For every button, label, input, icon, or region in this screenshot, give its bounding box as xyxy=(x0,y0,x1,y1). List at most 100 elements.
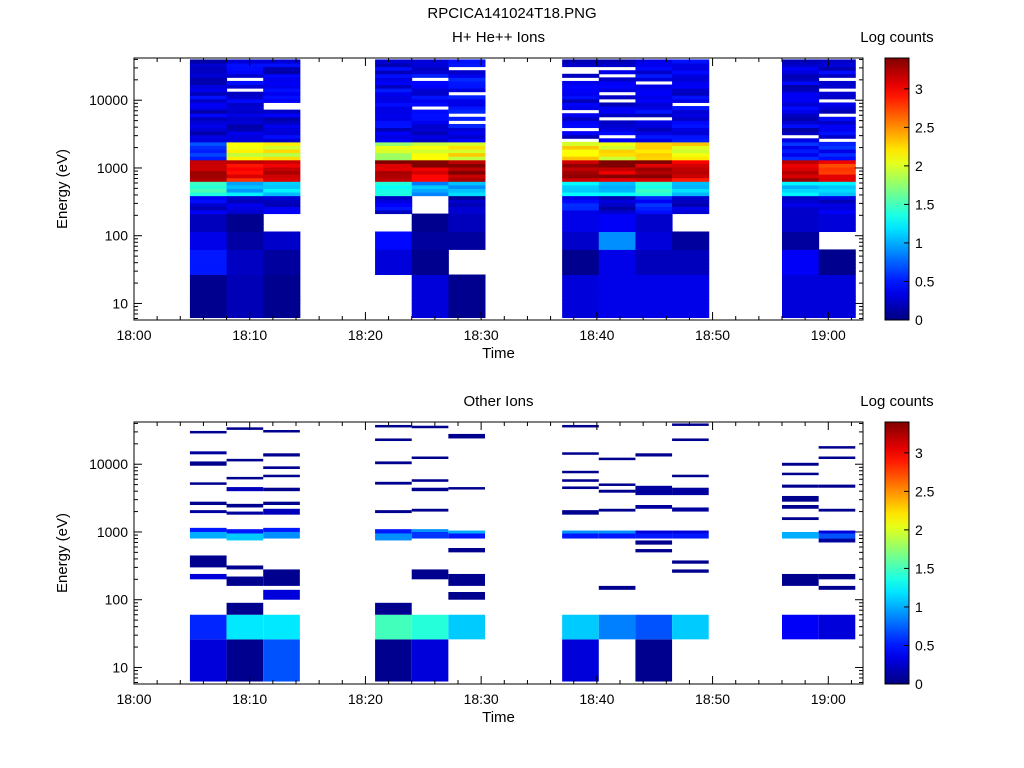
spectrogram-cell xyxy=(375,109,413,114)
spectrogram-cell xyxy=(598,292,636,297)
spectrogram-cell xyxy=(411,120,449,125)
spectrogram-cell xyxy=(375,249,413,254)
spectrogram-cell xyxy=(672,84,710,89)
colorbar-tick-label: 1 xyxy=(915,599,923,615)
spectrogram-cell xyxy=(635,533,673,539)
spectrogram-cell xyxy=(818,188,856,193)
spectrogram-cell xyxy=(598,306,636,311)
spectrogram-cell xyxy=(635,209,673,215)
spectrogram-cell xyxy=(635,98,673,103)
spectrogram-cell xyxy=(562,253,600,258)
spectrogram-cell xyxy=(226,217,264,222)
spectrogram-cell xyxy=(782,131,820,136)
spectrogram-cell xyxy=(672,303,710,308)
spectrogram-cell xyxy=(189,131,228,136)
spectrogram-cells xyxy=(189,59,856,319)
spectrogram-cell xyxy=(818,59,856,64)
spectrogram-cell xyxy=(562,452,599,455)
spectrogram-cell xyxy=(448,533,485,539)
spectrogram-cell xyxy=(263,508,300,515)
spectrogram-cell xyxy=(562,263,600,268)
spectrogram-cell xyxy=(562,424,599,428)
spectrogram-cell xyxy=(562,267,600,272)
spectrogram-cell xyxy=(411,256,449,261)
spectrogram-cell xyxy=(411,192,449,197)
spectrogram-cell xyxy=(189,217,228,222)
spectrogram-cell xyxy=(375,510,412,514)
spectrogram-cell xyxy=(635,166,673,172)
spectrogram-cell xyxy=(411,174,449,179)
spectrogram-cell xyxy=(189,206,228,211)
colorbar-tick-label: 3 xyxy=(915,81,923,97)
spectrogram-cell xyxy=(598,163,636,168)
spectrogram-cell xyxy=(598,166,636,172)
spectrogram-cell xyxy=(635,253,673,258)
spectrogram-cell xyxy=(375,123,413,129)
x-tick-label: 18:40 xyxy=(579,691,614,707)
spectrogram-cell xyxy=(189,461,227,466)
spectrogram-cell xyxy=(672,66,710,71)
spectrogram-cell xyxy=(635,639,673,682)
spectrogram-cell xyxy=(448,134,486,139)
spectrogram-cell xyxy=(411,170,449,175)
spectrogram-cell xyxy=(672,138,710,143)
spectrogram-cell xyxy=(411,123,449,129)
spectrogram-cell xyxy=(375,80,413,86)
spectrogram-cell xyxy=(226,299,264,304)
spectrogram-cell xyxy=(189,614,227,640)
x-tick-label: 19:00 xyxy=(811,691,846,707)
spectrogram-cell xyxy=(635,242,673,247)
spectrogram-cell xyxy=(189,299,228,304)
spectrogram-cell xyxy=(375,145,413,150)
spectrogram-cell xyxy=(189,202,228,207)
spectrogram-cell xyxy=(635,220,673,225)
spectrogram-cell xyxy=(782,278,820,283)
spectrogram-cell xyxy=(263,184,301,189)
spectrogram-cell xyxy=(226,138,264,143)
spectrogram-cell xyxy=(226,116,264,121)
spectrogram-cell xyxy=(263,253,301,258)
spectrogram-cell xyxy=(375,238,413,243)
spectrogram-cell xyxy=(818,145,856,150)
spectrogram-cell xyxy=(598,263,636,268)
spectrogram-cell xyxy=(448,303,486,308)
spectrogram-cell xyxy=(226,511,264,515)
spectrogram-cell xyxy=(818,456,856,460)
spectrogram-cell xyxy=(263,501,300,506)
colorbar-label: Log counts xyxy=(860,29,933,46)
spectrogram-cell xyxy=(189,263,228,268)
spectrogram-cell xyxy=(411,508,449,512)
spectrogram-cell xyxy=(226,235,264,240)
spectrogram-cell xyxy=(672,80,710,86)
spectrogram-cell xyxy=(411,249,449,254)
spectrogram-cell xyxy=(635,249,673,254)
spectrogram-cell xyxy=(598,192,636,197)
spectrogram-cell xyxy=(562,288,600,293)
spectrogram-cell xyxy=(448,88,486,93)
spectrogram-cell xyxy=(375,174,413,179)
spectrogram-cell xyxy=(263,288,301,293)
spectrogram-cell xyxy=(635,91,673,96)
spectrogram-cell xyxy=(226,206,264,211)
colorbar-tick-label: 0 xyxy=(915,312,923,328)
spectrogram-cell xyxy=(189,88,228,93)
colorbar-label: Log counts xyxy=(860,393,933,410)
spectrogram-cell xyxy=(448,202,486,207)
spectrogram-cell xyxy=(226,80,264,86)
spectrogram-cell xyxy=(818,288,856,293)
spectrogram-cell xyxy=(189,127,228,132)
spectrogram-cell xyxy=(375,260,413,265)
spectrogram-cell xyxy=(782,113,820,118)
spectrogram-cell xyxy=(226,281,264,286)
spectrogram-cell xyxy=(448,306,486,311)
spectrogram-cell xyxy=(263,170,301,175)
spectrogram-cell xyxy=(226,184,264,189)
spectrogram-cell xyxy=(635,181,673,186)
spectrogram-cell xyxy=(411,231,449,236)
spectrogram-cell xyxy=(562,281,600,286)
spectrogram-cell xyxy=(598,195,636,200)
spectrogram-cell xyxy=(189,91,228,96)
spectrogram-cell xyxy=(189,95,228,100)
spectrogram-cell xyxy=(448,163,486,168)
spectrogram-cell xyxy=(635,288,673,293)
